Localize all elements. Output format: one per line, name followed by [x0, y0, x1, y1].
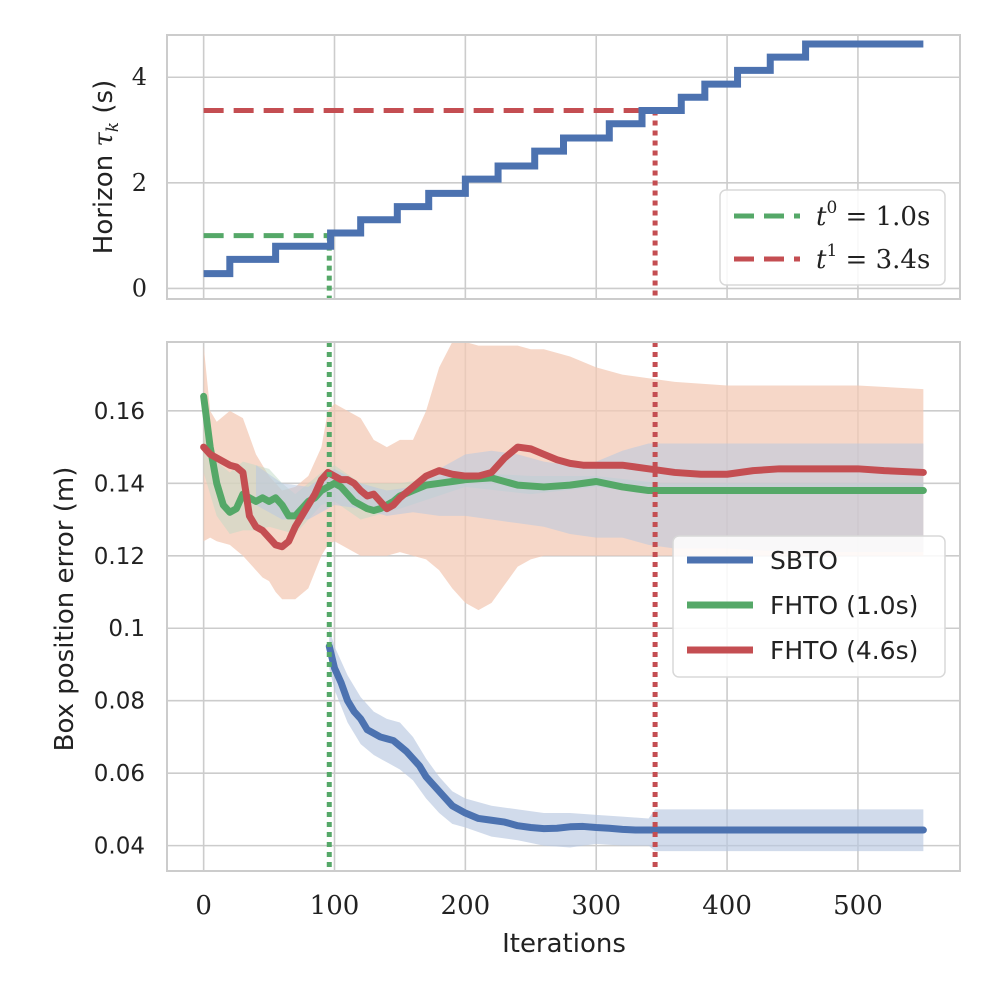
- bottom-y-tick-label: 0.16: [94, 399, 145, 425]
- bottom-legend: SBTO FHTO (1.0s) FHTO (4.6s): [672, 535, 946, 678]
- x-tick-labels: 0 100 200 300 400 500: [195, 891, 882, 921]
- top-legend-label: t1 = 3.4s: [816, 241, 930, 275]
- x-tick-label: 400: [702, 891, 752, 921]
- x-tick-label: 0: [195, 891, 212, 921]
- top-grid: [167, 35, 960, 299]
- top-series: [203, 40, 924, 299]
- bottom-legend-label: SBTO: [770, 546, 838, 575]
- top-y-tick-label: 0: [132, 274, 147, 302]
- top-legend-label: t0 = 1.0s: [816, 198, 930, 232]
- top-y-tick-label: 4: [132, 63, 147, 91]
- bottom-series: [200, 342, 927, 869]
- sbto-line: [325, 642, 927, 834]
- bottom-y-tick-label: 0.06: [94, 761, 145, 787]
- top-axes-frame: [166, 34, 961, 300]
- x-tick-label: 200: [441, 891, 491, 921]
- x-axis-label: Iterations: [502, 929, 626, 959]
- horizon-step-line: [203, 40, 924, 278]
- bottom-y-tick-label: 0.04: [94, 834, 145, 860]
- bottom-y-axis-label: Box position error (m): [50, 467, 80, 752]
- bottom-panel: 0.04 0.06 0.08 0.1 0.12 0.14 0.16 0 100 200 300 40…: [50, 341, 961, 959]
- x-tick-label: 300: [571, 891, 621, 921]
- bottom-y-tick-label: 0.1: [108, 616, 145, 642]
- bottom-y-tick-label: 0.14: [94, 471, 145, 497]
- bottom-legend-label: FHTO (1.0s): [770, 591, 918, 620]
- top-y-tick-label: 2: [132, 169, 147, 197]
- top-legend: t0 = 1.0s t1 = 3.4s: [719, 189, 946, 286]
- bottom-legend-label: FHTO (4.6s): [770, 636, 918, 665]
- bottom-y-tick-label: 0.08: [94, 689, 145, 715]
- top-y-axis-label: Horizon τk (s): [89, 80, 123, 254]
- bottom-legend-box: [672, 535, 946, 678]
- x-tick-label: 500: [833, 891, 883, 921]
- bottom-y-tick-labels: 0.04 0.06 0.08 0.1 0.12 0.14 0.16: [94, 399, 145, 860]
- bottom-y-tick-label: 0.12: [94, 544, 145, 570]
- fhto-1-0s-line: [200, 392, 927, 520]
- top-y-tick-labels: 0 2 4: [132, 63, 147, 302]
- top-panel: 0 2 4 Horizon τk (s) t0 = 1.0s t1 = 3.4s: [89, 34, 961, 302]
- fhto-4-6s-line: [200, 443, 927, 551]
- x-tick-label: 100: [310, 891, 360, 921]
- bottom-axes-frame: [166, 341, 961, 872]
